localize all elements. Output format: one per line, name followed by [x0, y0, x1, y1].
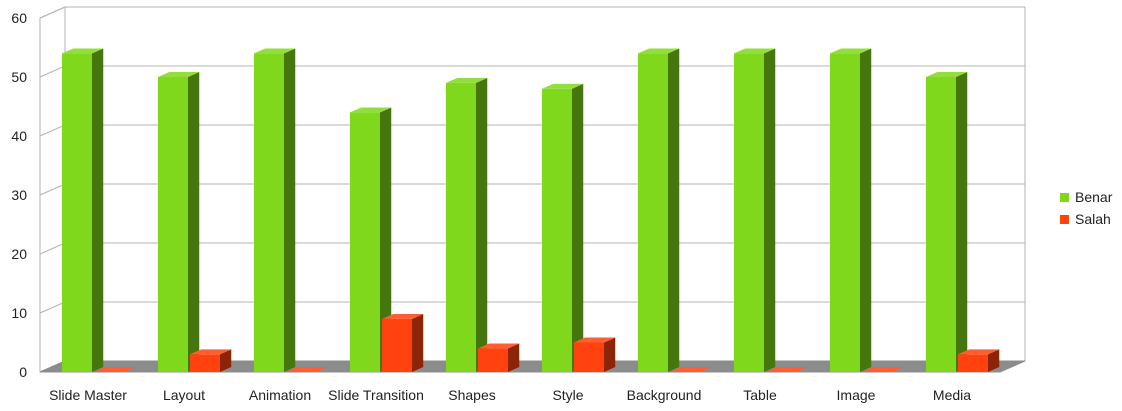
bar-top-benar	[254, 48, 296, 54]
legend-item-benar: Benar	[1060, 186, 1112, 208]
y-tick-label: 20	[11, 246, 27, 262]
y-tick-label: 0	[19, 364, 27, 380]
bar-side-salah	[412, 313, 424, 372]
bar-top-benar	[62, 48, 104, 54]
bar-salah	[190, 354, 220, 372]
y-tick-label: 10	[11, 305, 27, 321]
y-tick-label: 60	[11, 10, 27, 26]
chart-legend: Benar Salah	[1060, 186, 1112, 230]
x-tick-label: Slide Master	[49, 387, 127, 403]
bar-top-benar	[830, 48, 872, 54]
bar-benar	[638, 53, 668, 373]
bar-side-benar	[956, 72, 968, 373]
gridline	[39, 6, 1025, 19]
bar-benar	[542, 88, 572, 373]
x-tick-label: Animation	[249, 387, 311, 403]
bar-side-benar	[476, 77, 488, 372]
bar-top-salah	[958, 349, 1000, 355]
x-tick-label: Table	[743, 387, 777, 403]
bar-salah	[382, 318, 412, 372]
bar-top-salah	[478, 343, 520, 349]
bar-side-benar	[668, 48, 680, 372]
bar-top-salah	[766, 367, 808, 372]
bar-side-salah	[988, 349, 1000, 372]
bar-top-benar	[446, 77, 488, 83]
legend-swatch-benar	[1060, 192, 1069, 202]
y-tick-label: 40	[11, 128, 27, 144]
bar-top-salah	[382, 313, 424, 319]
legend-label-salah: Salah	[1075, 211, 1111, 227]
y-tick-label: 30	[11, 187, 27, 203]
legend-label-benar: Benar	[1075, 189, 1113, 205]
bar-side-salah	[604, 337, 616, 372]
bar-benar	[158, 77, 188, 372]
bar-side-salah	[220, 349, 232, 372]
legend-swatch-salah	[1060, 214, 1069, 224]
bar-salah	[478, 348, 508, 372]
bar-side-benar	[92, 48, 104, 372]
bar-top-benar	[638, 48, 680, 54]
bar-top-salah	[670, 367, 712, 372]
bar-benar	[926, 77, 956, 372]
bar-side-benar	[572, 83, 584, 372]
bar-benar	[830, 53, 860, 373]
bar-side-benar	[860, 48, 872, 372]
bar-top-salah	[286, 367, 328, 372]
bar-side-benar	[380, 107, 392, 372]
x-tick-label: Image	[837, 387, 876, 403]
x-tick-label: Media	[933, 387, 971, 403]
x-tick-label: Slide Transition	[328, 387, 424, 403]
bar-salah	[574, 342, 604, 372]
bar-side-benar	[764, 48, 776, 372]
legend-item-salah: Salah	[1060, 208, 1112, 230]
bar-salah	[958, 354, 988, 372]
bar-top-benar	[350, 107, 392, 113]
bar-top-salah	[190, 349, 232, 355]
x-tick-label: Layout	[163, 387, 205, 403]
bar-top-benar	[926, 72, 968, 77]
bar-top-salah	[94, 367, 136, 372]
bar-top-benar	[542, 83, 584, 89]
bar-benar	[254, 53, 284, 373]
bar-side-salah	[508, 343, 520, 372]
bar-top-salah	[574, 337, 616, 343]
y-tick-label: 50	[11, 69, 27, 85]
bar-top-benar	[158, 72, 200, 77]
bar-benar	[62, 53, 92, 373]
bar-side-benar	[188, 72, 200, 373]
x-tick-label: Style	[552, 387, 583, 403]
bar-top-salah	[862, 367, 904, 372]
bar-benar	[446, 82, 476, 373]
bar-side-benar	[284, 48, 296, 372]
x-tick-label: Shapes	[448, 387, 495, 403]
bar-benar	[350, 112, 380, 373]
x-tick-label: Background	[627, 387, 702, 403]
bar-benar	[734, 53, 764, 373]
bar-top-benar	[734, 48, 776, 54]
